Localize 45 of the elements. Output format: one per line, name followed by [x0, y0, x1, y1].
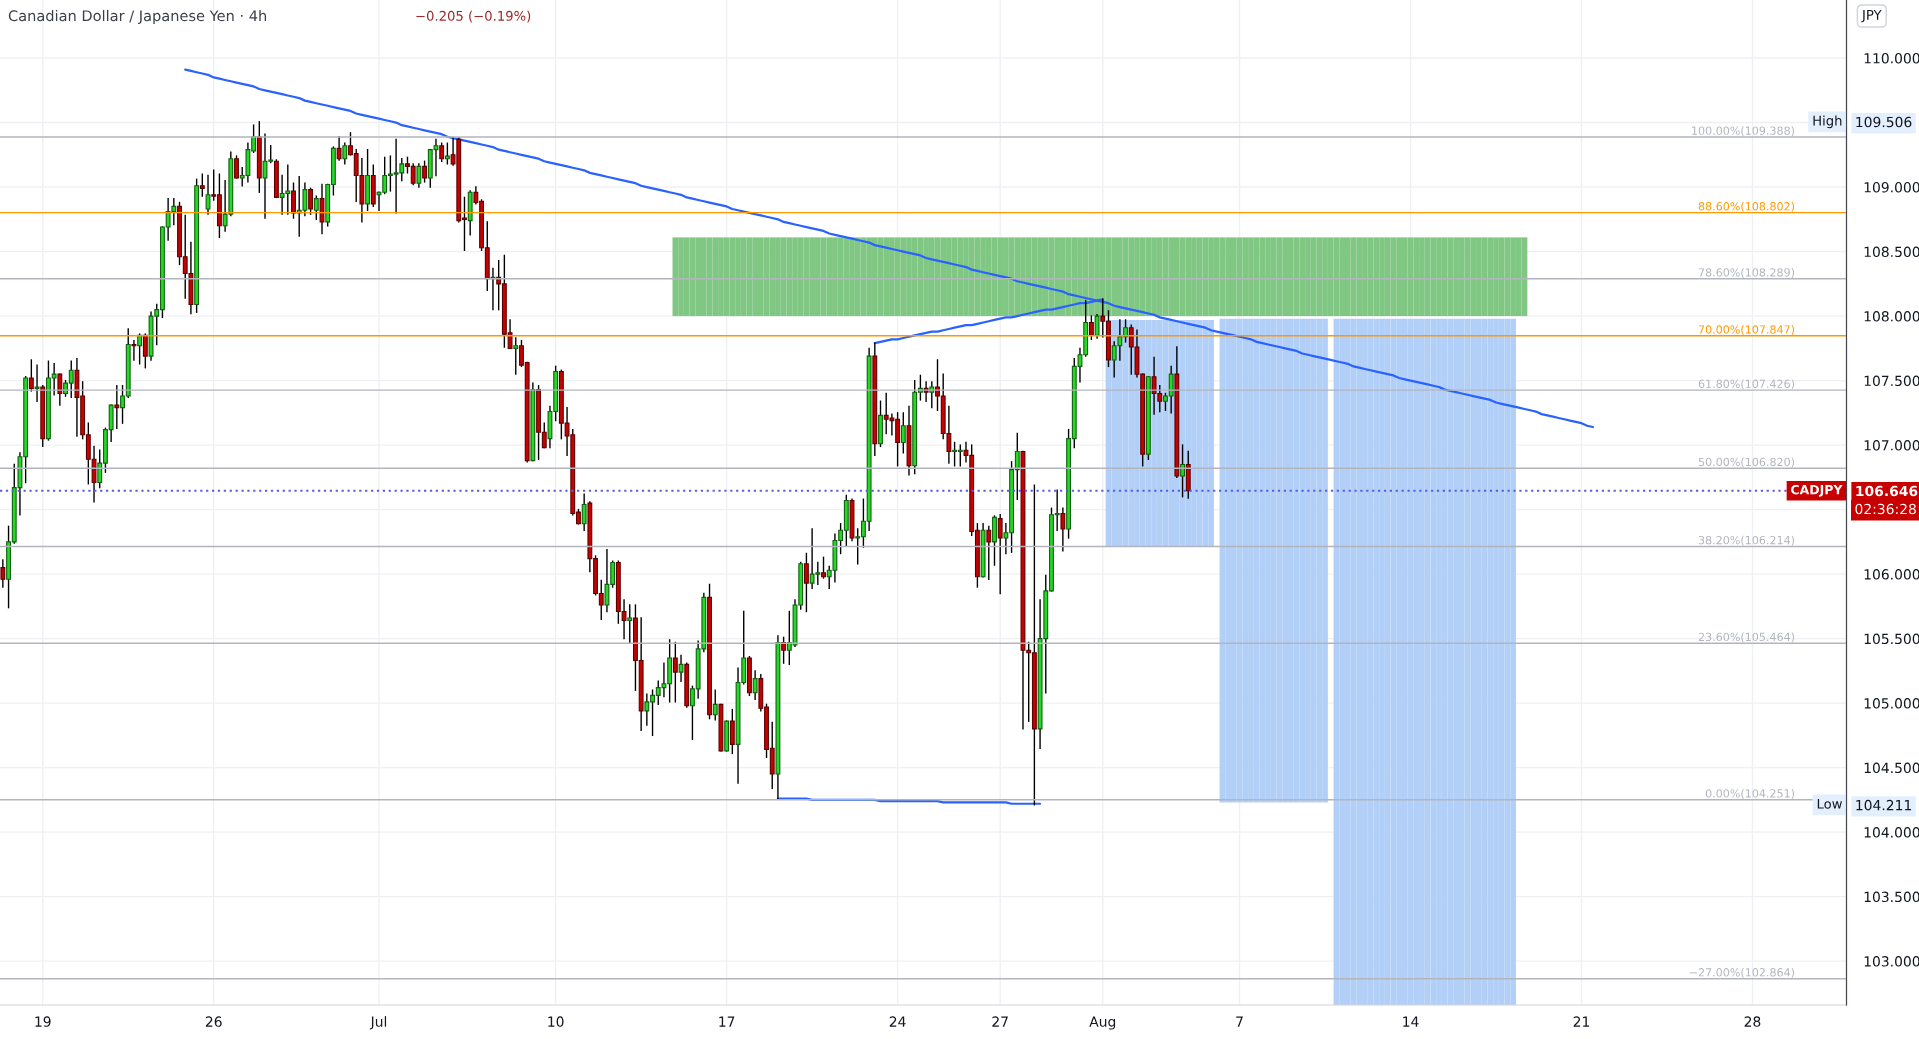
x-tick-label: 28 [1744, 1016, 1761, 1027]
ref-line-label: 88.60%(108.802) [1698, 201, 1795, 212]
text: JPY [1861, 10, 1882, 23]
y-tick-label: 105.500 [1864, 633, 1919, 645]
y-tick-label: 103.000 [1864, 956, 1919, 967]
x-tick-label: 10 [548, 1016, 564, 1027]
y-tick-label: 107.500 [1864, 375, 1919, 387]
ref-line-label: 61.80%(107.426) [1698, 379, 1795, 390]
ref-line-label: 23.60%(105.464) [1698, 632, 1795, 643]
y2-tick-label: 104.211 [1856, 799, 1911, 811]
text: Canadian Dollar / Japanese Yen · 4h [8, 9, 267, 25]
x-tick-label: Jul [369, 1016, 387, 1030]
ref-line-label: 0.00%(104.251) [1705, 789, 1795, 799]
ref-line-label: 78.60%(108.289) [1698, 268, 1795, 278]
x-tick-label: 19 [35, 1016, 51, 1027]
y-tick-label: 103.500 [1864, 891, 1919, 903]
ref-line-label: 100.00%(109.388) [1692, 126, 1795, 137]
x-tick-label: 24 [889, 1016, 906, 1027]
x-tick-label: 27 [992, 1016, 1008, 1027]
x-tick-label: Aug [1089, 1016, 1116, 1030]
y-tick-label: 109.000 [1864, 182, 1919, 193]
x-tick-label: 17 [719, 1016, 735, 1027]
y-tick-label: 104.000 [1864, 827, 1919, 838]
y-tick-label: 107.000 [1864, 440, 1919, 451]
y-tick-label: 108.500 [1864, 246, 1919, 258]
ref-line-label: 38.20%(106.214) [1698, 535, 1795, 546]
y-tick-label: 106.000 [1864, 569, 1919, 580]
y-tick-label: 110.000 [1864, 53, 1919, 64]
text: 02:36:28 [1855, 503, 1916, 515]
y2-tick-label: 106.646 [1856, 485, 1918, 497]
annotation: Low [1817, 798, 1842, 809]
ref-line-label: 70.00%(107.847) [1698, 325, 1795, 335]
ref-line-label: −27.00%(102.864) [1689, 967, 1795, 978]
x-tick-label: 14 [1403, 1016, 1419, 1027]
x-tick-label: 7 [1236, 1016, 1243, 1027]
annotation: High [1813, 115, 1842, 129]
y2-tick-label: 109.506 [1856, 116, 1912, 128]
y-tick-label: 105.000 [1864, 698, 1919, 709]
y-tick-label: 104.500 [1864, 762, 1919, 774]
y-tick-label: 108.000 [1864, 311, 1919, 322]
annotation: −0.205 (−0.19%) [416, 10, 531, 23]
ref-line-label: 50.00%(106.820) [1698, 457, 1795, 468]
x-tick-label: 21 [1573, 1016, 1590, 1027]
x-tick-label: 26 [205, 1016, 222, 1027]
ref-line-label: CADJPY [1791, 484, 1843, 497]
